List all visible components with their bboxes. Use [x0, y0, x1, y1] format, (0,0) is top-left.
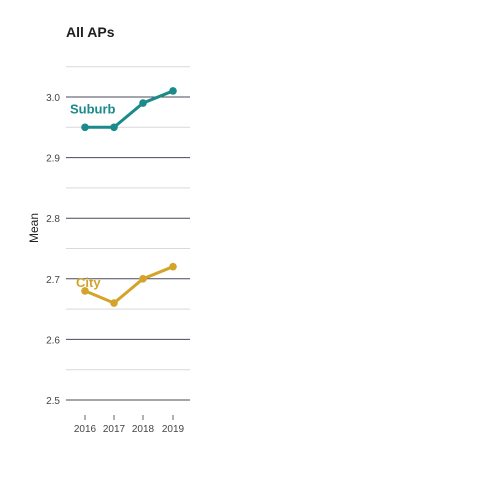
- data-point-city: [169, 262, 177, 271]
- data-point-suburb: [81, 123, 89, 132]
- y-axis-ticks: 2.5 2.6 2.7 2.8 2.9 3.0: [46, 93, 60, 407]
- data-point-suburb: [169, 87, 177, 95]
- data-point-city: [110, 299, 118, 307]
- gridlines: [66, 66, 190, 401]
- y-tick-label: 2.9: [46, 154, 60, 165]
- x-axis-ticks: 2016 2017 2018 2019: [74, 415, 185, 435]
- series-group: Suburb City: [70, 87, 177, 307]
- series-label-city: City: [76, 275, 101, 290]
- y-tick-label: 2.8: [46, 214, 60, 225]
- data-point-suburb: [139, 99, 147, 107]
- y-tick-label: 2.5: [46, 396, 60, 407]
- x-tick-label: 2016: [74, 424, 97, 435]
- data-point-city: [139, 275, 147, 283]
- series-line-city: [83, 265, 175, 305]
- data-point-suburb: [110, 123, 118, 132]
- x-tick-label: 2019: [162, 424, 185, 435]
- y-axis-title: Mean: [27, 213, 41, 243]
- x-tick-label: 2018: [132, 424, 155, 435]
- y-tick-label: 2.7: [46, 275, 60, 286]
- y-tick-label: 3.0: [46, 93, 60, 104]
- x-tick-label: 2017: [103, 424, 126, 435]
- chart-title: All APs: [66, 24, 115, 40]
- y-tick-label: 2.6: [46, 335, 60, 346]
- series-label-suburb: Suburb: [70, 101, 116, 116]
- series-line-suburb: [83, 89, 175, 129]
- data-point-city: [81, 287, 89, 295]
